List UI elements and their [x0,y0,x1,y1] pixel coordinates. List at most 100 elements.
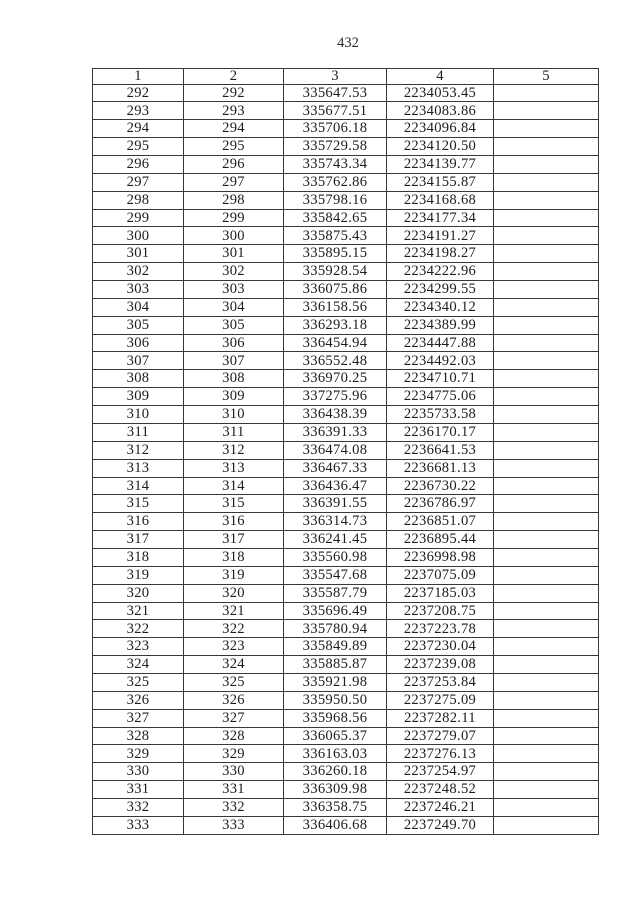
table-cell: 302 [92,262,184,282]
table-cell [493,797,599,817]
table-cell [493,601,599,621]
table-cell: 2236998.98 [386,547,494,567]
table-cell: 2237223.78 [386,619,494,639]
table-row: 300 300 335875.43 2234191.27 [92,226,599,246]
table-cell: 303 [92,280,184,299]
table-row: 303 303 336075.86 2234299.55 [92,280,599,299]
table-cell: 306 [183,333,284,353]
table-cell: 307 [183,351,284,371]
table-cell: 335743.34 [283,155,387,174]
table-cell: 319 [183,565,284,585]
table-cell [493,137,599,157]
table-cell [493,547,599,567]
table-cell: 2237253.84 [386,672,494,692]
table-cell: 335849.89 [283,637,387,657]
table-row: 310 310 336438.39 2235733.58 [92,405,599,424]
table-cell: 293 [183,101,284,121]
table-row: 292 292 335647.53 2234053.45 [92,83,599,103]
table-cell: 327 [183,708,284,728]
table-cell: 330 [183,762,284,782]
table-cell: 336438.39 [283,405,387,424]
table-row: 302 302 335928.54 2234222.96 [92,262,599,282]
table-row: 307 307 336552.48 2234492.03 [92,351,599,371]
table-cell: 297 [183,172,284,192]
table-cell [493,244,599,264]
table-cell: 295 [92,137,184,157]
table-row: 324 324 335885.87 2237239.08 [92,655,599,674]
table-cell: 314 [183,476,284,496]
table-cell: 2234492.03 [386,351,494,371]
table-cell: 317 [183,530,284,549]
table-cell: 319 [92,565,184,585]
table-cell: 2237254.97 [386,762,494,782]
table-cell: 2234083.86 [386,101,494,121]
table-row: 313 313 336467.33 2236681.13 [92,458,599,478]
table-cell: 2234120.50 [386,137,494,157]
table-row: 312 312 336474.08 2236641.53 [92,440,599,460]
table-row: 297 297 335762.86 2234155.87 [92,172,599,192]
table-cell: 336163.03 [283,744,387,764]
table-cell: 329 [183,744,284,764]
table-cell: 2234775.06 [386,387,494,407]
table-cell: 312 [92,440,184,460]
table-cell: 2237249.70 [386,815,494,836]
table-cell [493,226,599,246]
table-row: 305 305 336293.18 2234389.99 [92,315,599,335]
table-cell: 336436.47 [283,476,387,496]
table-cell: 300 [183,226,284,246]
table-row: 326 326 335950.50 2237275.09 [92,690,599,710]
table-cell [493,530,599,549]
table-cell: 322 [92,619,184,639]
table-row: 320 320 335587.79 2237185.03 [92,583,599,603]
table-cell: 299 [92,208,184,228]
table-cell: 297 [92,172,184,192]
table-cell: 2234155.87 [386,172,494,192]
table-cell: 303 [183,280,284,299]
table-cell: 2234139.77 [386,155,494,174]
table-cell: 313 [183,458,284,478]
table-row: 299 299 335842.65 2234177.34 [92,208,599,228]
table-cell [493,297,599,317]
table-cell: 2237230.04 [386,637,494,657]
table-row: 317 317 336241.45 2236895.44 [92,530,599,549]
table-row: 330 330 336260.18 2237254.97 [92,762,599,782]
table-cell: 320 [183,583,284,603]
table-cell: 2234168.68 [386,190,494,210]
table-cell: 312 [183,440,284,460]
table-cell: 305 [183,315,284,335]
table-cell: 324 [183,655,284,674]
table-cell [493,351,599,371]
table-row: 294 294 335706.18 2234096.84 [92,119,599,139]
table-cell [493,101,599,121]
table-cell: 2236895.44 [386,530,494,549]
table-cell [493,369,599,389]
table-cell: 304 [183,297,284,317]
table-cell: 335842.65 [283,208,387,228]
table-cell [493,512,599,532]
table-cell: 337275.96 [283,387,387,407]
table-cell: 336474.08 [283,440,387,460]
table-row: 325 325 335921.98 2237253.84 [92,672,599,692]
table-cell: 2237239.08 [386,655,494,674]
table-cell [493,262,599,282]
table-cell: 2234389.99 [386,315,494,335]
table-row: 306 306 336454.94 2234447.88 [92,333,599,353]
table-cell: 336970.25 [283,369,387,389]
table-row: 322 322 335780.94 2237223.78 [92,619,599,639]
table-cell: 2237185.03 [386,583,494,603]
table-cell: 301 [183,244,284,264]
table-row: 331 331 336309.98 2237248.52 [92,780,599,799]
table-cell: 2237248.52 [386,780,494,799]
table-row: 301 301 335895.15 2234198.27 [92,244,599,264]
table-cell: 300 [92,226,184,246]
table-row: 329 329 336163.03 2237276.13 [92,744,599,764]
table-cell: 2236786.97 [386,494,494,514]
table-cell [493,172,599,192]
table-cell: 292 [92,83,184,103]
table-cell: 326 [92,690,184,710]
table-cell: 326 [183,690,284,710]
table-cell [493,583,599,603]
table-cell: 310 [92,405,184,424]
table-cell: 335928.54 [283,262,387,282]
table-cell [493,315,599,335]
